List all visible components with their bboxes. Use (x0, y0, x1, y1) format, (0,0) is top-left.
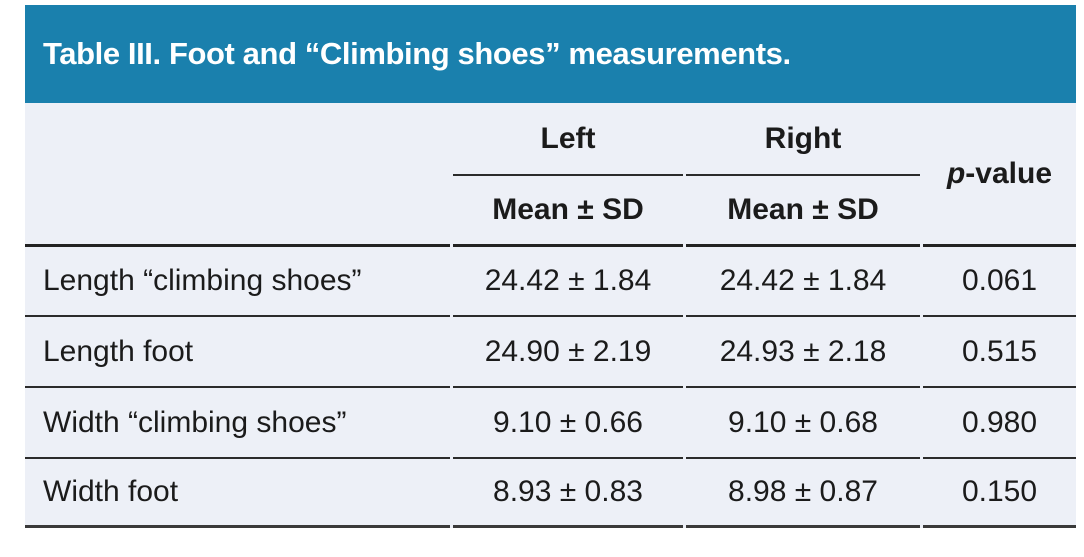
row-label: Length “climbing shoes” (25, 244, 450, 315)
header-right-label: Right (686, 103, 920, 176)
p-value-italic-p: p (946, 156, 966, 190)
header-empty-cell (25, 103, 450, 244)
p-value-rest: -value (965, 156, 1053, 190)
p-value-cell: 0.061 (923, 244, 1076, 315)
table-title-bar: Table III. Foot and “Climbing shoes” mea… (25, 5, 1076, 103)
row-label: Width “climbing shoes” (25, 386, 450, 457)
right-mean-sd: 24.93 ± 2.18 (686, 315, 920, 386)
left-mean-sd: 24.42 ± 1.84 (453, 244, 683, 315)
p-value-cell: 0.150 (923, 457, 1076, 528)
left-mean-sd: 24.90 ± 2.19 (453, 315, 683, 386)
header-p-value: p -value (923, 103, 1076, 244)
left-mean-sd: 9.10 ± 0.66 (453, 386, 683, 457)
row-label: Width foot (25, 457, 450, 528)
right-mean-sd: 24.42 ± 1.84 (686, 244, 920, 315)
header-left-label: Left (453, 103, 683, 176)
table-card: Table III. Foot and “Climbing shoes” mea… (25, 5, 1076, 528)
header-left-subheader: Mean ± SD (492, 193, 644, 226)
table-title: Table III. Foot and “Climbing shoes” mea… (43, 36, 791, 71)
p-value-cell: 0.980 (923, 386, 1076, 457)
right-mean-sd: 8.98 ± 0.87 (686, 457, 920, 528)
left-mean-sd: 8.93 ± 0.83 (453, 457, 683, 528)
p-value-cell: 0.515 (923, 315, 1076, 386)
right-mean-sd: 9.10 ± 0.68 (686, 386, 920, 457)
header-group-left: Left Mean ± SD (453, 103, 683, 244)
header-right-subheader: Mean ± SD (727, 193, 879, 226)
header-group-right: Right Mean ± SD (686, 103, 920, 244)
measurement-table: Left Mean ± SD Right Mean ± SD p -value L… (25, 103, 1076, 528)
row-label: Length foot (25, 315, 450, 386)
